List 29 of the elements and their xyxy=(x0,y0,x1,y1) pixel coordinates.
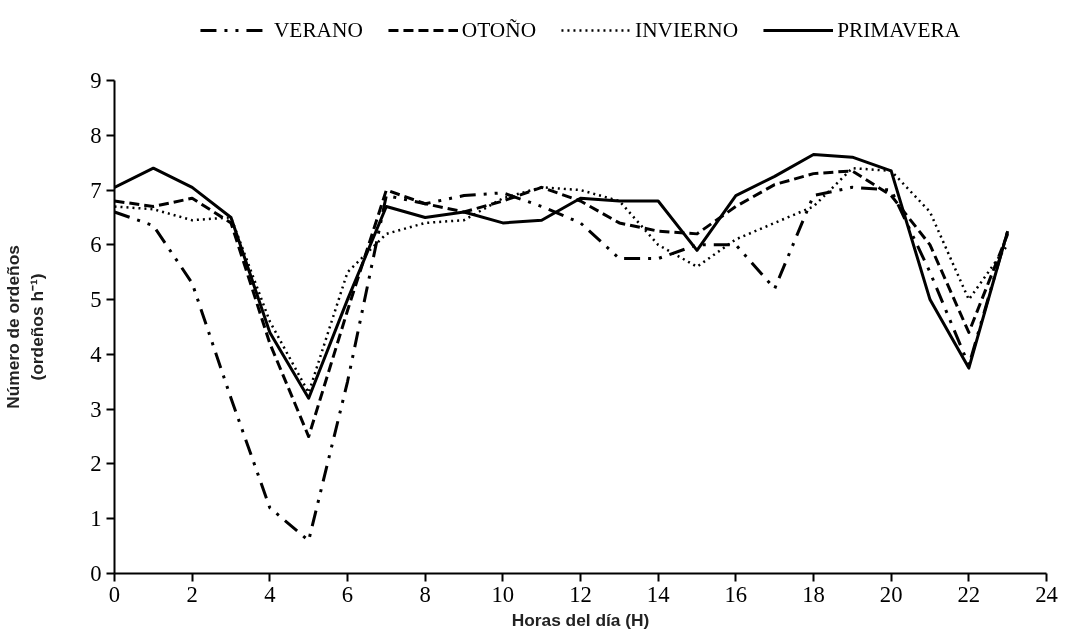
y-tick-label: 4 xyxy=(90,341,102,367)
x-tick-label: 14 xyxy=(646,581,670,607)
y-tick-label: 2 xyxy=(90,451,102,477)
y-tick-label: 0 xyxy=(90,561,102,586)
y-axis-title: Número de ordeños (ordeños h⁻¹) xyxy=(3,245,48,409)
y-tick-label: 6 xyxy=(90,232,102,258)
legend-label: INVIERNO xyxy=(635,16,739,44)
x-tick-label: 24 xyxy=(1035,581,1058,607)
x-tick-label: 22 xyxy=(957,581,981,607)
legend-label: PRIMAVERA xyxy=(837,16,961,44)
x-tick-label: 10 xyxy=(491,581,515,607)
y-tick-label: 8 xyxy=(90,122,102,148)
y-tick-label: 7 xyxy=(90,177,102,203)
y-tick-label: 3 xyxy=(90,396,102,422)
x-tick-label: 4 xyxy=(264,581,276,607)
y-tick-label: 5 xyxy=(90,287,102,313)
y-tick-label: 1 xyxy=(90,506,102,532)
x-tick-label: 2 xyxy=(186,581,198,607)
x-axis-title: Horas del día (H) xyxy=(511,609,650,630)
x-tick-label: 0 xyxy=(108,581,121,607)
legend-label: VERANO xyxy=(273,16,363,44)
x-tick-label: 12 xyxy=(569,581,592,607)
legend-label: OTOÑO xyxy=(461,16,537,44)
x-tick-label: 16 xyxy=(724,581,748,607)
x-tick-label: 18 xyxy=(802,581,825,607)
y-tick-label: 9 xyxy=(90,68,102,93)
x-tick-label: 20 xyxy=(879,581,903,607)
x-tick-label: 6 xyxy=(341,581,354,607)
x-tick-label: 8 xyxy=(419,581,431,607)
